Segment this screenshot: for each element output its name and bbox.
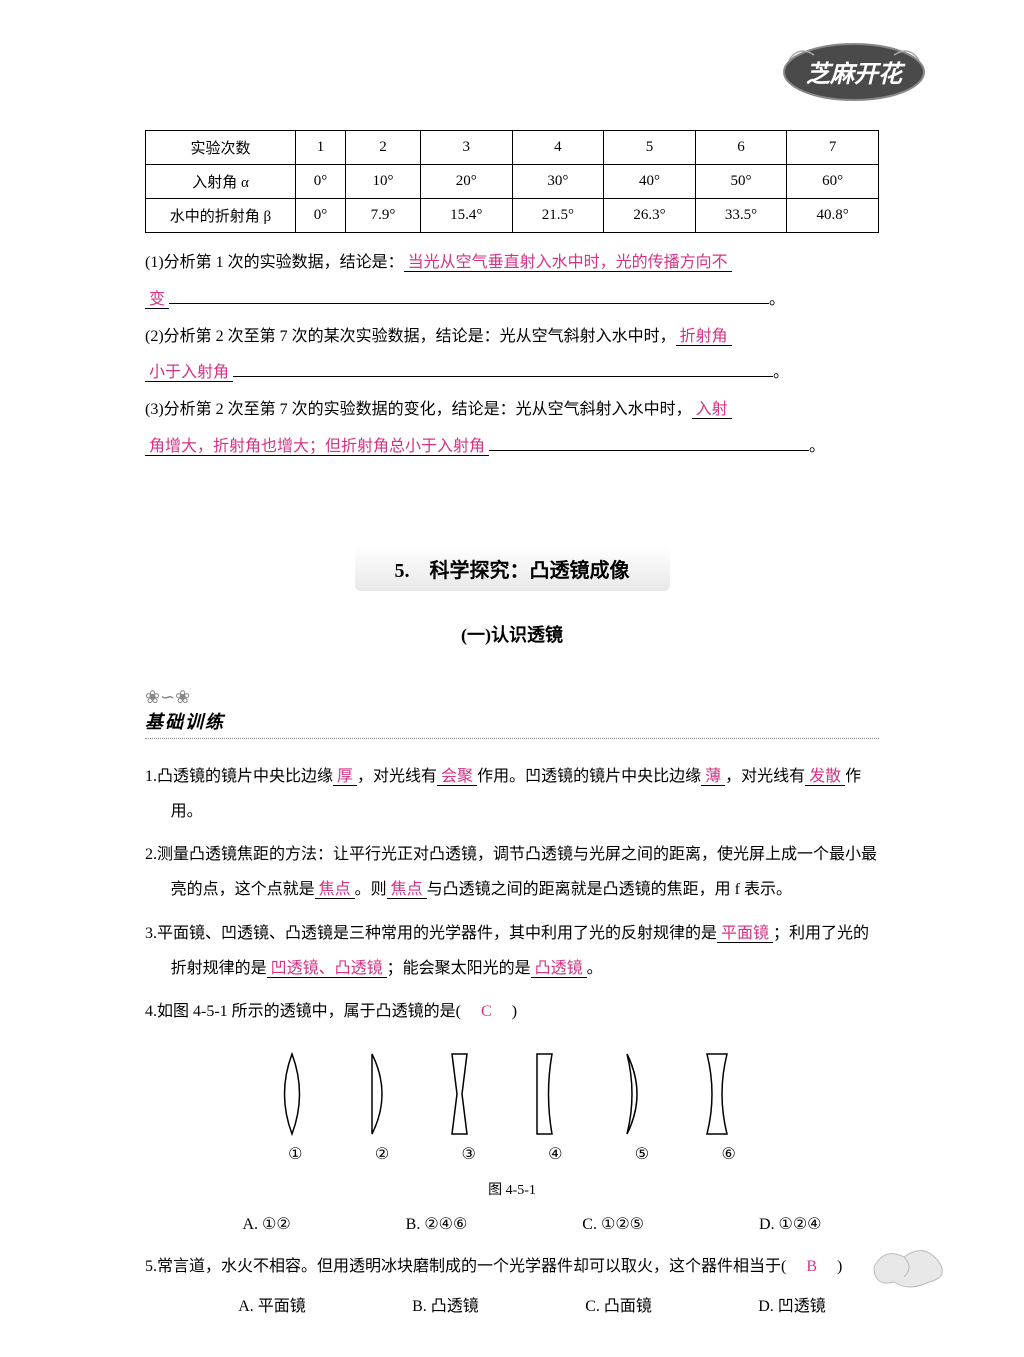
figure-caption: 图 4-5-1 <box>145 1179 879 1199</box>
table-cell: 60° <box>787 165 879 199</box>
table-cell: 4 <box>512 131 604 165</box>
lens-label-6: ⑥ <box>721 1144 735 1164</box>
table-cell: 30° <box>512 165 604 199</box>
deco-icon: ❀∽❀ <box>145 687 190 707</box>
analysis-q1-cont: 变。 <box>145 282 879 319</box>
question-5: 5.常言道，水火不相容。但用透明冰块磨制成的一个光学器件却可以取火，这个器件相当… <box>145 1249 879 1284</box>
q1-a2: 会聚 <box>437 768 477 786</box>
q2-a2: 焦点 <box>387 881 427 899</box>
table-cell: 15.4° <box>420 199 512 233</box>
option-a: A. 平面镜 <box>238 1292 306 1316</box>
q4-answer: C <box>477 1003 496 1020</box>
q3-answer: 入射 <box>692 401 732 419</box>
svg-text:芝麻开花: 芝麻开花 <box>806 61 906 88</box>
option-c: C. 凸面镜 <box>585 1292 652 1316</box>
table-row: 水中的折射角 β 0° 7.9° 15.4° 21.5° 26.3° 33.5°… <box>146 199 879 233</box>
section-title-wrap: 5. 科学探究：凸透镜成像 <box>145 546 879 591</box>
q1-a4: 发散 <box>805 768 845 786</box>
question-2: 2.测量凸透镜焦距的方法：让平行光正对凸透镜，调节凸透镜与光屏之间的距离，使光屏… <box>145 837 879 907</box>
table-cell: 2 <box>345 131 420 165</box>
lens-label-1: ① <box>288 1144 302 1164</box>
q1-a3: 薄 <box>701 768 725 786</box>
table-cell: 20° <box>420 165 512 199</box>
question-1: 1.凸透镜的镜片中央比边缘厚，对光线有会聚作用。凹透镜的镜片中央比边缘薄，对光线… <box>145 759 879 829</box>
q1-answer: 当光从空气垂直射入水中时，光的传播方向不 <box>404 254 732 272</box>
table-cell: 0° <box>296 165 346 199</box>
analysis-q2-cont: 小于入射角。 <box>145 355 879 392</box>
option-b: B. 凸透镜 <box>412 1292 479 1316</box>
section-title: 5. 科学探究：凸透镜成像 <box>355 546 670 591</box>
q3-a1: 平面镜 <box>717 925 773 943</box>
table-cell: 1 <box>296 131 346 165</box>
q5-options: A. 平面镜 B. 凸透镜 C. 凸面镜 D. 凹透镜 <box>185 1292 879 1316</box>
option-b: B. ②④⑥ <box>406 1214 468 1234</box>
table-cell: 50° <box>695 165 787 199</box>
lens-label-5: ⑤ <box>635 1144 649 1164</box>
table-cell: 21.5° <box>512 199 604 233</box>
table-cell: 7.9° <box>345 199 420 233</box>
lens-label-3: ③ <box>461 1144 475 1164</box>
brand-logo: 芝麻开花 <box>779 40 929 105</box>
table-cell: 40.8° <box>787 199 879 233</box>
category-label: 基础训练 <box>145 712 225 732</box>
table-cell: 10° <box>345 165 420 199</box>
table-row: 实验次数 1 2 3 4 5 6 7 <box>146 131 879 165</box>
experiment-table: 实验次数 1 2 3 4 5 6 7 入射角 α 0° 10° 20° 30° … <box>145 130 879 233</box>
table-cell: 40° <box>604 165 696 199</box>
q5-answer: B <box>802 1258 821 1275</box>
q3-a2: 凹透镜、凸透镜 <box>267 960 387 978</box>
q2-prefix: (2)分析第 2 次至第 7 次的某次实验数据，结论是：光从空气斜射入水中时， <box>145 328 676 345</box>
page-content: 实验次数 1 2 3 4 5 6 7 入射角 α 0° 10° 20° 30° … <box>0 0 1024 1316</box>
table-cell: 6 <box>695 131 787 165</box>
question-4: 4.如图 4-5-1 所示的透镜中，属于凸透镜的是( C ) <box>145 994 879 1029</box>
table-cell: 3 <box>420 131 512 165</box>
analysis-q2: (2)分析第 2 次至第 7 次的某次实验数据，结论是：光从空气斜射入水中时，折… <box>145 319 879 356</box>
bottom-decoration-icon <box>854 1237 964 1297</box>
q1-answer-cont: 变 <box>145 291 169 309</box>
lens-label-4: ④ <box>548 1144 562 1164</box>
table-cell: 入射角 α <box>146 165 296 199</box>
option-a: A. ①② <box>242 1214 290 1234</box>
q3-prefix: (3)分析第 2 次至第 7 次的实验数据的变化，结论是：光从空气斜射入水中时， <box>145 401 692 418</box>
table-cell: 水中的折射角 β <box>146 199 296 233</box>
table-cell: 7 <box>787 131 879 165</box>
lens-label-2: ② <box>375 1144 389 1164</box>
option-c: C. ①②⑤ <box>582 1214 644 1234</box>
q2-a1: 焦点 <box>315 881 355 899</box>
lens-figure: ① ② ③ ④ ⑤ ⑥ <box>145 1044 879 1164</box>
option-d: D. 凹透镜 <box>758 1292 826 1316</box>
q2-answer: 折射角 <box>676 328 732 346</box>
q4-options: A. ①② B. ②④⑥ C. ①②⑤ D. ①②④ <box>185 1214 879 1234</box>
option-d: D. ①②④ <box>759 1214 822 1234</box>
analysis-q1: (1)分析第 1 次的实验数据，结论是：当光从空气垂直射入水中时，光的传播方向不 <box>145 245 879 282</box>
table-cell: 26.3° <box>604 199 696 233</box>
q3-answer-cont: 角增大，折射角也增大；但折射角总小于入射角 <box>145 438 489 456</box>
table-cell: 0° <box>296 199 346 233</box>
analysis-q3-cont: 角增大，折射角也增大；但折射角总小于入射角。 <box>145 429 879 466</box>
q1-prefix: (1)分析第 1 次的实验数据，结论是： <box>145 254 404 271</box>
analysis-q3: (3)分析第 2 次至第 7 次的实验数据的变化，结论是：光从空气斜射入水中时，… <box>145 392 879 429</box>
category-header: ❀∽❀ 基础训练 <box>145 687 879 739</box>
subtitle: (一)认识透镜 <box>145 621 879 647</box>
q1-a1: 厚 <box>333 768 357 786</box>
table-cell: 实验次数 <box>146 131 296 165</box>
table-cell: 33.5° <box>695 199 787 233</box>
question-3: 3.平面镜、凹透镜、凸透镜是三种常用的光学器件，其中利用了光的反射规律的是平面镜… <box>145 916 879 986</box>
table-cell: 5 <box>604 131 696 165</box>
table-row: 入射角 α 0° 10° 20° 30° 40° 50° 60° <box>146 165 879 199</box>
q3-a3: 凸透镜 <box>531 960 587 978</box>
q2-answer-cont: 小于入射角 <box>145 364 233 382</box>
